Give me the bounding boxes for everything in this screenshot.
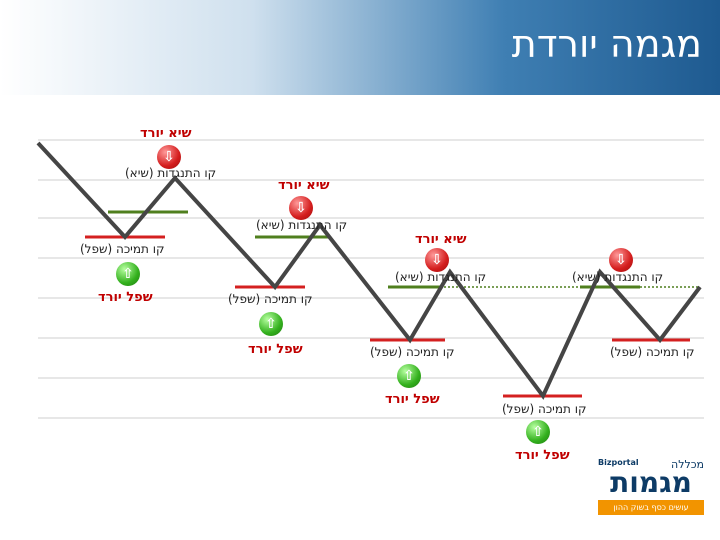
- guide-lines: [38, 139, 704, 419]
- trough-label: שפל יורד: [515, 448, 570, 463]
- support-label: קו תמיכה (שפל): [370, 345, 455, 359]
- college-logo: Bizportal מכללה מגמות עושים כסף בשוק ההו…: [598, 458, 704, 516]
- trough-label: שפל יורד: [385, 392, 440, 407]
- support-label: קו תמיכה (שפל): [228, 292, 313, 306]
- up-arrow-icon: ⇧: [397, 364, 421, 388]
- logo-brand: Bizportal: [598, 458, 639, 467]
- page-title: מגמה יורדת: [511, 22, 702, 66]
- peak-label: שיא יורד: [415, 232, 467, 247]
- up-arrow-icon: ⇧: [259, 312, 283, 336]
- peak-label: שיא יורד: [278, 178, 330, 193]
- support-label: קו תמיכה (שפל): [610, 345, 695, 359]
- price-path: [36, 141, 702, 400]
- down-arrow-icon: ⇩: [157, 145, 181, 169]
- title-banner: מגמה יורדת: [0, 0, 720, 95]
- logo-top-text: מכללה: [671, 458, 704, 471]
- support-label: קו תמיכה (שפל): [80, 242, 165, 256]
- resistance-label: קו התנגדות (שיא): [256, 218, 348, 232]
- down-arrow-icon: ⇩: [609, 248, 633, 272]
- resistance-label: קו התנגדות (שיא): [125, 166, 217, 180]
- resistance-label: קו התנגדות (שיא): [395, 270, 487, 284]
- peak-label: שיא יורד: [140, 126, 192, 141]
- resistance-label: קו התנגדות (שיא): [572, 270, 664, 284]
- up-arrow-icon: ⇧: [526, 420, 550, 444]
- trough-label: שפל יורד: [98, 290, 153, 305]
- support-label: קו תמיכה (שפל): [502, 402, 587, 416]
- up-arrow-icon: ⇧: [116, 262, 140, 286]
- logo-main-text: מגמות: [610, 466, 692, 499]
- logo-slogan: עושים כסף בשוק ההון: [598, 500, 704, 515]
- down-arrow-icon: ⇩: [425, 248, 449, 272]
- down-arrow-icon: ⇩: [289, 196, 313, 220]
- trough-label: שפל יורד: [248, 342, 303, 357]
